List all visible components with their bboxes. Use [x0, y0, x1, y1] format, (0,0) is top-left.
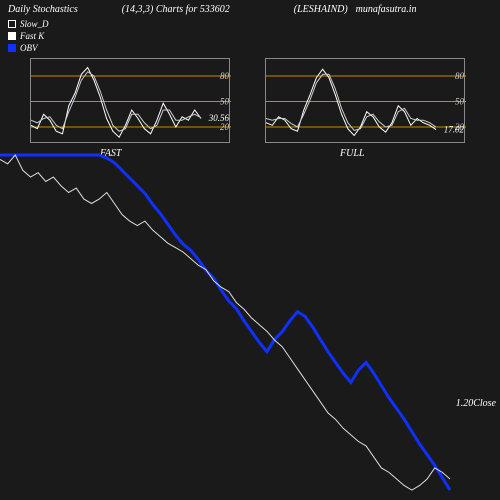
fast-k-label: Fast K: [20, 30, 44, 42]
svg-text:80: 80: [455, 71, 465, 81]
main-price-chart: [0, 145, 500, 500]
close-value-label: 1.20Close: [456, 398, 496, 409]
slow-d-swatch: [8, 20, 16, 28]
svg-text:80: 80: [220, 71, 230, 81]
chart-params: (14,3,3) Charts for 533602: [122, 4, 230, 15]
svg-text:50: 50: [220, 97, 230, 107]
slow-d-label: Slow_D: [20, 18, 49, 30]
obv-swatch: [8, 44, 16, 52]
chart-header: Daily Stochastics (14,3,3) Charts for 53…: [8, 4, 492, 15]
main-svg: [0, 145, 500, 500]
full-stochastic-chart: 80502017.02: [265, 58, 465, 143]
site-name: munafasutra.in: [356, 4, 417, 15]
svg-text:20: 20: [220, 122, 230, 132]
obv-label: OBV: [20, 42, 38, 54]
chart-title: Daily Stochastics: [8, 4, 78, 15]
svg-text:30.56: 30.56: [208, 113, 230, 123]
legend-fast-k: Fast K: [8, 30, 49, 42]
fast-stochastic-chart: 80 50 2030.56: [30, 58, 230, 143]
fast-k-swatch: [8, 32, 16, 40]
legend-slow-d: Slow_D: [8, 18, 49, 30]
chart-symbol: (LESHAIND): [294, 4, 348, 15]
svg-text:50: 50: [455, 97, 465, 107]
full-svg: 80502017.02: [266, 59, 466, 144]
legend-obv: OBV: [8, 42, 49, 54]
fast-svg: 80 50 2030.56: [31, 59, 231, 144]
svg-text:17.02: 17.02: [444, 125, 465, 135]
legend: Slow_D Fast K OBV: [8, 18, 49, 54]
